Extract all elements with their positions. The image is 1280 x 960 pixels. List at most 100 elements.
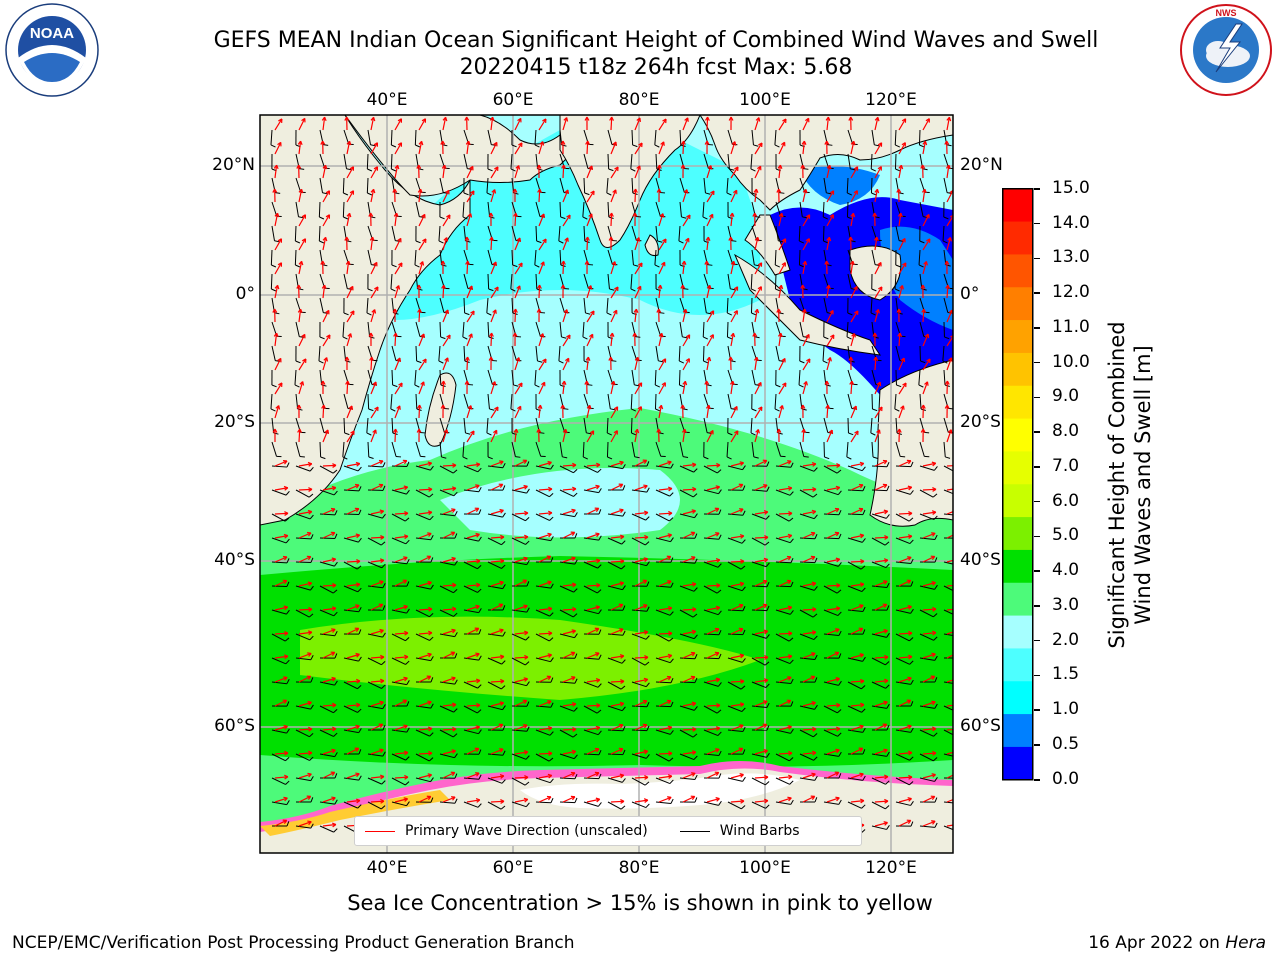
wave-direction-arrow <box>898 511 913 516</box>
wave-direction-arrow <box>706 677 721 683</box>
wind-barb <box>319 321 325 340</box>
wind-barb <box>751 752 770 758</box>
wind-barb <box>583 585 602 594</box>
wind-barb <box>727 801 746 810</box>
wind-barb <box>486 177 492 196</box>
colorbar-block <box>1002 484 1033 518</box>
wave-direction-arrow <box>778 796 792 803</box>
wind-barb-swatch <box>679 830 710 832</box>
wind-barb <box>295 441 305 458</box>
wave-direction-arrow <box>393 332 398 347</box>
wave-direction-arrow <box>706 462 721 468</box>
wave-direction-arrow <box>538 213 545 227</box>
wind-barb <box>367 751 386 757</box>
wind-barb <box>943 609 953 615</box>
wind-barb <box>295 345 301 364</box>
wind-barb <box>583 729 602 736</box>
wave-direction-arrow <box>538 795 552 803</box>
wave-direction-arrow <box>682 308 688 323</box>
lat-label-left-40s: 40°S <box>214 550 255 570</box>
colorbar-tick-label: 14.0 <box>1052 212 1090 233</box>
colorbar-block <box>1002 615 1033 649</box>
wind-barb <box>943 705 953 711</box>
wave-direction-arrow <box>466 558 481 564</box>
wind-barb <box>319 609 338 617</box>
wind-barb <box>294 369 300 388</box>
wave-direction-arrow <box>826 214 834 227</box>
wave-direction-arrow <box>562 531 576 539</box>
wave-direction-arrow <box>730 508 744 515</box>
wind-barb <box>487 441 493 460</box>
wind-barb <box>439 632 458 638</box>
wave-direction-arrow <box>464 380 470 395</box>
wave-direction-arrow <box>682 334 691 347</box>
wind-barb <box>535 513 554 521</box>
wave-direction-arrow <box>298 531 312 539</box>
wave-direction-arrow <box>538 333 545 347</box>
wind-barb <box>631 753 650 759</box>
wind-barb <box>871 129 880 147</box>
wave-direction-swatch <box>365 830 395 832</box>
wave-direction-arrow <box>322 164 328 179</box>
wind-barb <box>559 609 578 618</box>
wave-direction-arrow <box>490 508 504 515</box>
wave-direction-arrow <box>921 188 927 203</box>
wave-direction-arrow <box>464 356 470 371</box>
wave-direction-arrow <box>754 262 763 275</box>
wave-direction-arrow <box>897 332 903 347</box>
wind-barb <box>799 775 818 781</box>
wave-direction-arrow <box>370 798 385 804</box>
wave-direction-arrow <box>730 286 739 299</box>
wave-direction-arrow <box>778 405 784 419</box>
wind-barb <box>606 297 612 316</box>
wave-direction-arrow <box>297 308 303 323</box>
wind-barb <box>703 629 722 636</box>
wave-direction-arrow <box>682 214 691 227</box>
wind-barb <box>631 487 650 493</box>
wave-direction-arrow <box>874 748 888 755</box>
wind-barb <box>583 749 602 756</box>
wave-direction-arrow <box>850 724 864 731</box>
wave-direction-arrow <box>274 212 280 227</box>
wave-direction-arrow <box>850 405 858 419</box>
wave-direction-arrow <box>706 797 720 803</box>
wave-direction-arrow <box>322 748 336 755</box>
wave-direction-arrow <box>656 188 662 203</box>
wind-barb <box>511 581 530 587</box>
wind-barb <box>582 321 588 340</box>
wave-direction-arrow <box>874 309 880 323</box>
wind-barb <box>703 750 722 756</box>
wave-direction-arrow <box>802 358 811 371</box>
wind-barb <box>463 536 482 542</box>
wave-direction-arrow <box>850 798 865 804</box>
wind-barb <box>366 417 372 436</box>
wave-direction-arrow <box>873 356 879 371</box>
wave-direction-arrow <box>802 238 810 251</box>
wind-barb <box>343 775 362 781</box>
colorbar-tick-label: 4.0 <box>1052 560 1080 581</box>
wave-direction-arrow <box>922 555 936 563</box>
wind-barb <box>919 703 938 709</box>
wave-direction-arrow <box>466 725 480 731</box>
wind-barb <box>751 513 770 520</box>
wave-direction-arrow <box>322 676 336 683</box>
wind-barb <box>391 513 410 522</box>
wind-barb <box>655 557 674 563</box>
wind-barb <box>823 705 842 714</box>
wave-direction-arrow <box>848 236 854 251</box>
wave-direction-arrow <box>874 580 888 587</box>
colorbar-block <box>1002 221 1033 255</box>
wind-barb <box>799 201 808 219</box>
wind-barb <box>319 752 338 758</box>
wave-direction-arrow <box>465 260 470 275</box>
wave-direction-arrow <box>298 581 313 587</box>
wave-direction-arrow <box>392 428 398 443</box>
wind-barb <box>319 799 338 805</box>
wave-direction-arrow <box>609 116 614 131</box>
wind-barb <box>823 729 842 737</box>
wave-direction-arrow <box>946 679 953 683</box>
wind-barb <box>271 609 290 615</box>
wave-direction-arrow <box>898 774 913 780</box>
wind-barb <box>943 633 953 636</box>
wind-barb <box>727 510 746 516</box>
